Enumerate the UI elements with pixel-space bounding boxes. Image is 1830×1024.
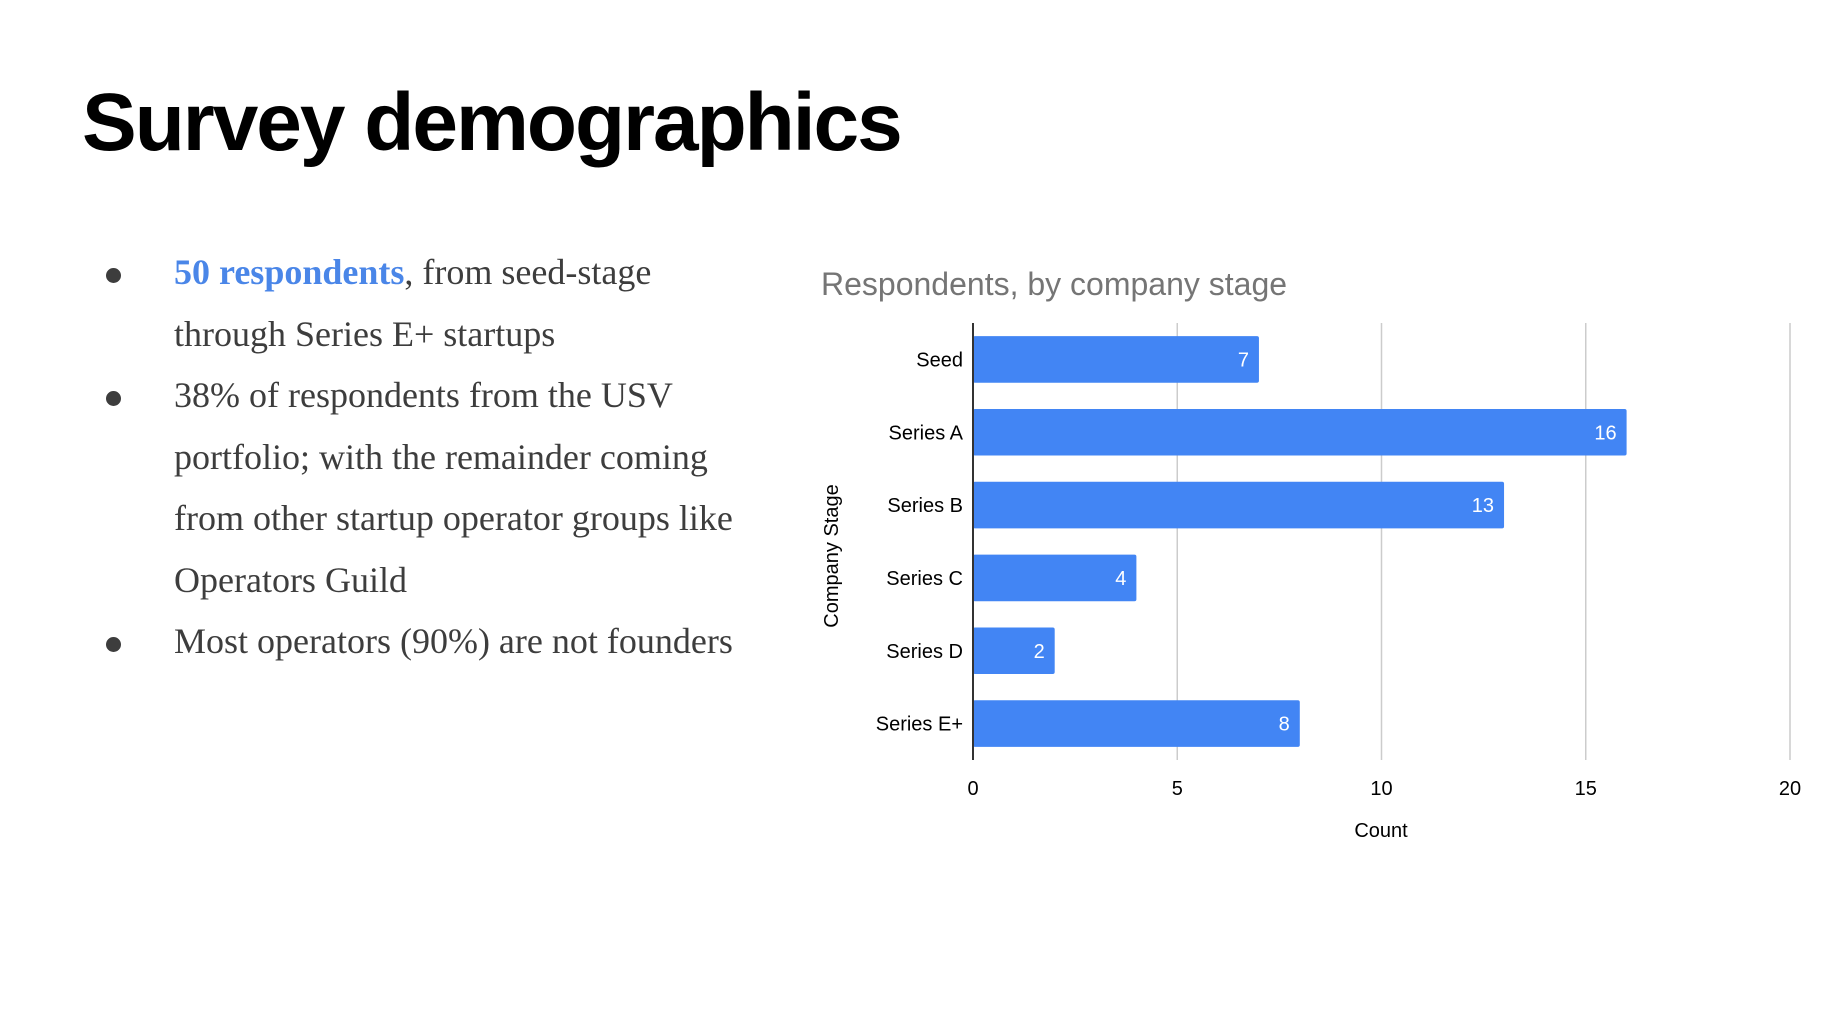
chart-gridlines	[1176, 323, 1791, 760]
x-tick-label: 15	[1575, 778, 1597, 800]
bullet-text: Most operators (90%) are not founders	[174, 621, 733, 661]
bullet-text: 38% of respondents from the USV portfoli…	[174, 375, 733, 600]
bullet-highlight: 50 respondents	[174, 252, 405, 292]
bullet-text: , from seed-stage through Series E+ star…	[174, 252, 652, 354]
bar-data-label: 16	[1594, 422, 1616, 444]
chart-title: Respondents, by company stage	[821, 266, 1287, 302]
bullet-dot-icon	[106, 391, 121, 406]
bar	[973, 336, 1259, 383]
x-tick-label: 5	[1172, 778, 1183, 800]
x-axis-title: Count	[1354, 820, 1408, 842]
bullet-item: 38% of respondents from the USV portfoli…	[100, 365, 760, 611]
bullet-item: 50 respondents, from seed-stage through …	[100, 242, 760, 365]
category-label: Series A	[889, 422, 964, 444]
bar-data-label: 13	[1472, 495, 1494, 517]
x-tick-label: 0	[967, 778, 978, 800]
bar-data-label: 7	[1238, 349, 1249, 371]
bar	[973, 554, 1137, 602]
bar	[973, 481, 1505, 529]
bar	[973, 700, 1300, 747]
category-label: Series D	[886, 641, 963, 663]
category-label: Series C	[886, 568, 963, 590]
bar	[973, 627, 1055, 675]
bar-data-label: 4	[1115, 568, 1126, 590]
bullet-item: Most operators (90%) are not founders	[100, 611, 760, 673]
slide-title: Survey demographics	[82, 77, 903, 168]
bar	[973, 408, 1627, 456]
chart-labels: 0 5 10 15 20 Seed 7 Series A 16 Series B 13 Series …	[876, 349, 1801, 800]
x-tick-label: 10	[1370, 778, 1392, 800]
bullet-list: 50 respondents, from seed-stage through …	[100, 242, 760, 673]
x-tick-label: 20	[1779, 778, 1801, 800]
bullet-dot-icon	[106, 268, 121, 283]
y-axis-title: Company Stage	[821, 484, 843, 627]
bar-data-label: 2	[1034, 641, 1045, 663]
category-label: Series E+	[876, 714, 963, 736]
chart-bars	[972, 323, 1627, 760]
bullet-dot-icon	[106, 637, 121, 652]
bar-data-label: 8	[1279, 714, 1290, 736]
category-label: Series B	[887, 495, 963, 517]
category-label: Seed	[916, 349, 963, 371]
